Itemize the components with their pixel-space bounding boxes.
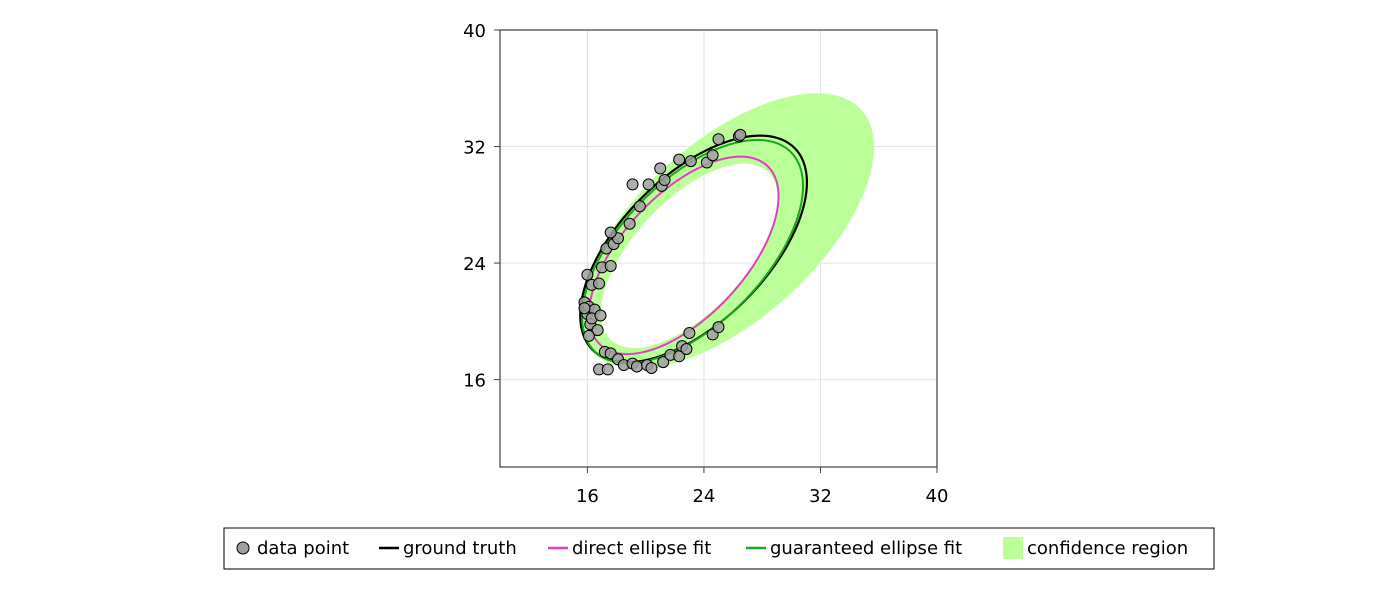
data-point: [684, 155, 697, 168]
direct-ellipse-fit-curve: [588, 155, 780, 356]
y-tick-label: 32: [463, 138, 486, 159]
data-point: [578, 302, 591, 315]
x-tick-label: 24: [692, 486, 715, 507]
legend-swatch-points: [236, 541, 250, 555]
y-axis-ticks: 16 24 32 40: [463, 21, 500, 392]
x-axis-ticks: 16 24 32 40: [576, 467, 949, 507]
data-point: [712, 321, 725, 334]
legend-label-direct-fit: direct ellipse fit: [572, 538, 711, 559]
confidence-region-layer: [580, 93, 875, 369]
data-point: [582, 329, 595, 342]
confidence-region: [580, 93, 875, 369]
y-tick-label: 24: [463, 254, 486, 275]
data-point: [658, 174, 671, 187]
data-point: [683, 326, 696, 339]
data-point: [626, 178, 639, 191]
data-point: [623, 217, 636, 230]
x-tick-label: 40: [926, 486, 949, 507]
y-tick-label: 16: [463, 371, 486, 392]
data-point: [604, 259, 617, 272]
data-point: [630, 360, 643, 373]
data-point: [601, 363, 614, 376]
data-point: [593, 277, 606, 290]
legend-label-confidence: confidence region: [1027, 538, 1188, 559]
x-tick-label: 16: [576, 486, 599, 507]
legend-label-ground-truth: ground truth: [403, 538, 517, 559]
data-point: [654, 162, 667, 175]
data-point: [581, 268, 594, 281]
legend-swatch-confidence: [1003, 537, 1023, 559]
data-point: [633, 200, 646, 213]
legend-label-guaranteed-fit: guaranteed ellipse fit: [770, 538, 962, 559]
data-point: [734, 128, 747, 141]
x-tick-label: 32: [809, 486, 832, 507]
guaranteed-ellipse-fit-curve: [581, 138, 805, 365]
data-point: [642, 178, 655, 191]
y-tick-label: 40: [463, 21, 486, 42]
data-point: [673, 153, 686, 166]
data-points-layer: [578, 128, 747, 376]
data-point: [712, 133, 725, 146]
fit-curves-layer: [579, 134, 809, 365]
grid-lines: [500, 30, 937, 467]
legend: data point ground truth direct ellipse f…: [223, 527, 1215, 570]
data-point: [594, 309, 607, 322]
data-point: [604, 226, 617, 239]
legend-label-points: data point: [257, 538, 349, 559]
data-point: [680, 343, 693, 356]
data-point: [645, 361, 658, 374]
data-point: [591, 324, 604, 337]
data-point: [657, 356, 670, 369]
data-point: [706, 149, 719, 162]
plot-frame: [499, 29, 938, 468]
